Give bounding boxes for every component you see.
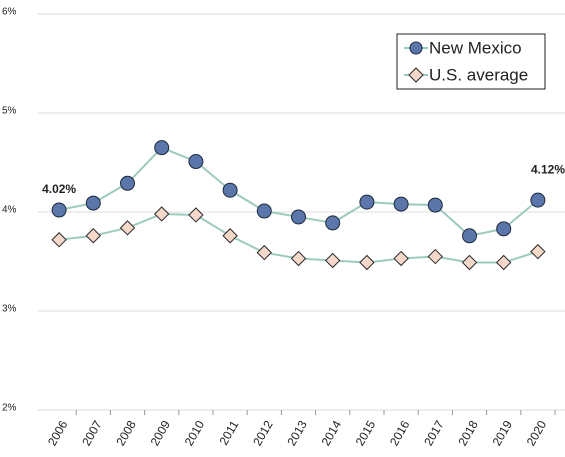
x-tick-label: 2020	[524, 418, 550, 448]
legend-box	[396, 33, 546, 90]
x-tick-label: 2013	[284, 418, 310, 448]
point	[188, 154, 204, 170]
point	[325, 215, 341, 231]
y-tick-label: 3%	[2, 304, 17, 315]
data-label: 4.12%	[531, 162, 565, 176]
x-tick-label: 2015	[353, 418, 379, 448]
x-tick-label: 2017	[421, 418, 447, 448]
legend-marker	[408, 67, 424, 83]
point	[51, 202, 67, 218]
x-tick-label: 2018	[455, 418, 481, 448]
x-tick-label: 2006	[45, 418, 71, 448]
legend-label: U.S. average	[429, 65, 528, 84]
point	[119, 220, 136, 236]
point	[51, 232, 67, 248]
point	[530, 243, 546, 260]
legend: New Mexico U.S. average	[396, 33, 546, 90]
x-tick-label: 2007	[79, 418, 105, 448]
x-tick-label: 2008	[113, 418, 139, 448]
x-tick-label: 2019	[490, 418, 516, 448]
point	[393, 250, 409, 267]
y-tick-label: 4%	[2, 205, 17, 216]
point	[393, 196, 409, 212]
point	[495, 254, 512, 271]
point	[120, 175, 135, 191]
x-tick-label: 2016	[387, 418, 413, 448]
point	[427, 248, 444, 265]
point	[85, 228, 102, 244]
point	[256, 203, 272, 219]
point	[188, 207, 204, 223]
legend-marker	[409, 41, 423, 55]
legend-label: New Mexico	[429, 38, 522, 57]
x-tick-label: 2009	[148, 418, 174, 448]
point	[462, 228, 477, 244]
y-tick-label: 5%	[2, 106, 17, 117]
point	[324, 252, 341, 269]
point	[496, 221, 512, 237]
point	[291, 209, 306, 225]
point	[290, 250, 307, 267]
point	[154, 140, 170, 156]
point	[359, 194, 375, 210]
point	[85, 195, 101, 211]
x-tick-label: 2014	[319, 418, 345, 448]
y-tick-label: 6%	[2, 7, 17, 18]
data-label: 4.02%	[42, 182, 76, 196]
x-tick-label: 2012	[250, 418, 276, 448]
y-tick-label: 2%	[2, 403, 17, 414]
point	[530, 192, 546, 208]
point	[222, 182, 238, 198]
point	[256, 244, 273, 261]
x-tick-label: 2011	[216, 418, 241, 448]
point	[222, 228, 238, 244]
point	[461, 254, 478, 271]
point	[153, 206, 170, 222]
point	[359, 254, 375, 271]
point	[427, 197, 443, 213]
x-tick-label: 2010	[182, 418, 208, 448]
